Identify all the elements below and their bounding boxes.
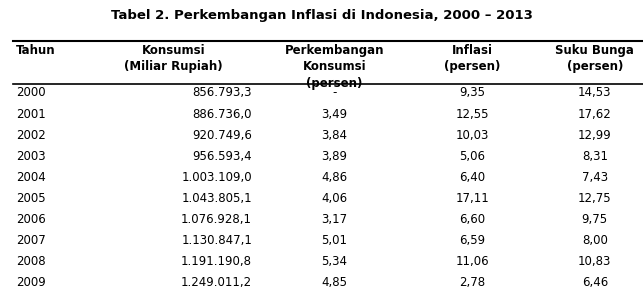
Text: 1.076.928,1: 1.076.928,1 [181, 213, 252, 226]
Text: Tabel 2. Perkembangan Inflasi di Indonesia, 2000 – 2013: Tabel 2. Perkembangan Inflasi di Indones… [111, 9, 532, 22]
Text: 2004: 2004 [16, 171, 46, 184]
Text: 2007: 2007 [16, 234, 46, 247]
Text: 14,53: 14,53 [578, 86, 611, 99]
Text: Tahun: Tahun [16, 44, 56, 57]
Text: 5,06: 5,06 [460, 150, 485, 163]
Text: 1.003.109,0: 1.003.109,0 [181, 171, 252, 184]
Text: 956.593,4: 956.593,4 [192, 150, 252, 163]
Text: Perkembangan
Konsumsi
(persen): Perkembangan Konsumsi (persen) [285, 44, 384, 90]
Text: 4,06: 4,06 [322, 192, 347, 205]
Text: 5,34: 5,34 [322, 255, 347, 268]
Text: 8,00: 8,00 [582, 234, 608, 247]
Text: 2001: 2001 [16, 108, 46, 120]
Text: 856.793,3: 856.793,3 [192, 86, 252, 99]
Text: 17,11: 17,11 [456, 192, 489, 205]
Text: 5,01: 5,01 [322, 234, 347, 247]
Text: 920.749,6: 920.749,6 [192, 129, 252, 142]
Text: 3,89: 3,89 [322, 150, 347, 163]
Text: 9,35: 9,35 [460, 86, 485, 99]
Text: 4,85: 4,85 [322, 276, 347, 289]
Text: 2003: 2003 [16, 150, 46, 163]
Text: 2008: 2008 [16, 255, 46, 268]
Text: Inflasi
(persen): Inflasi (persen) [444, 44, 501, 74]
Text: 3,49: 3,49 [322, 108, 347, 120]
Text: 2005: 2005 [16, 192, 46, 205]
Text: 17,62: 17,62 [578, 108, 611, 120]
Text: 6,46: 6,46 [582, 276, 608, 289]
Text: Konsumsi
(Miliar Rupiah): Konsumsi (Miliar Rupiah) [124, 44, 223, 74]
Text: 2,78: 2,78 [460, 276, 485, 289]
Text: 12,55: 12,55 [456, 108, 489, 120]
Text: 1.043.805,1: 1.043.805,1 [181, 192, 252, 205]
Text: Suku Bunga
(persen): Suku Bunga (persen) [556, 44, 634, 74]
Text: 1.249.011,2: 1.249.011,2 [181, 276, 252, 289]
Text: 2000: 2000 [16, 86, 46, 99]
Text: 10,83: 10,83 [578, 255, 611, 268]
Text: 7,43: 7,43 [582, 171, 608, 184]
Text: 1.130.847,1: 1.130.847,1 [181, 234, 252, 247]
Text: 4,86: 4,86 [322, 171, 347, 184]
Text: 12,99: 12,99 [578, 129, 611, 142]
Text: 10,03: 10,03 [456, 129, 489, 142]
Text: 3,17: 3,17 [322, 213, 347, 226]
Text: 8,31: 8,31 [582, 150, 608, 163]
Text: 9,75: 9,75 [582, 213, 608, 226]
Text: 886.736,0: 886.736,0 [192, 108, 252, 120]
Text: 1.191.190,8: 1.191.190,8 [181, 255, 252, 268]
Text: 6,40: 6,40 [460, 171, 485, 184]
Text: 2009: 2009 [16, 276, 46, 289]
Text: 3,84: 3,84 [322, 129, 347, 142]
Text: 6,59: 6,59 [460, 234, 485, 247]
Text: 2002: 2002 [16, 129, 46, 142]
Text: 6,60: 6,60 [460, 213, 485, 226]
Text: -: - [332, 86, 336, 99]
Text: 2006: 2006 [16, 213, 46, 226]
Text: 11,06: 11,06 [456, 255, 489, 268]
Text: 12,75: 12,75 [578, 192, 611, 205]
